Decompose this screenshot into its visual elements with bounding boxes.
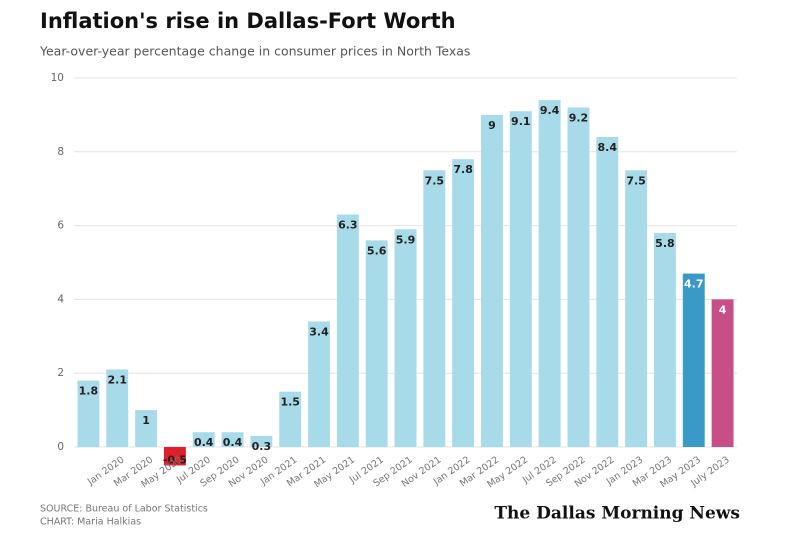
value-label: 5.6 [367, 244, 387, 257]
logo: The Dallas Morning News [494, 504, 740, 524]
source: SOURCE: Bureau of Labor Statistics [40, 504, 208, 515]
value-label: 9.2 [569, 112, 589, 125]
value-label: 5.9 [396, 233, 416, 246]
bar [279, 391, 302, 447]
bar [509, 111, 532, 448]
value-label: 7.5 [626, 174, 646, 187]
value-label: 0.4 [194, 436, 214, 449]
value-label: 6.3 [338, 219, 358, 232]
bar [394, 229, 417, 447]
bar [452, 159, 475, 447]
y-tick-label: 10 [51, 72, 64, 84]
bar [106, 369, 129, 447]
bar [423, 170, 446, 447]
value-label: 4.7 [684, 278, 704, 291]
bar [308, 321, 330, 447]
value-label: -0.5 [163, 453, 187, 466]
value-label: 9 [488, 119, 496, 132]
bar [538, 100, 561, 447]
bar [77, 380, 100, 447]
chart-title: Inflation's rise in Dallas-Fort Worth [40, 9, 456, 33]
y-tick-label: 6 [57, 220, 64, 232]
bar [567, 107, 590, 448]
value-label: 7.5 [425, 174, 445, 187]
value-label: 2.1 [107, 374, 127, 387]
value-label: 9.4 [540, 104, 560, 117]
bar [481, 114, 503, 448]
value-label: 0.3 [252, 440, 272, 453]
bar [192, 432, 215, 447]
bar [682, 273, 705, 447]
bar [336, 214, 359, 447]
y-tick-label: 0 [57, 441, 64, 453]
bar [221, 432, 244, 447]
bar [711, 299, 734, 447]
bar [596, 137, 619, 448]
bar [625, 170, 648, 447]
y-tick-label: 2 [57, 367, 64, 379]
value-label: 0.4 [223, 436, 243, 449]
y-tick-label: 8 [57, 146, 64, 158]
value-label: 7.8 [453, 163, 473, 176]
value-label: 9.1 [511, 115, 531, 128]
value-label: 8.4 [598, 141, 618, 154]
value-label: 5.8 [655, 237, 675, 250]
value-label: 1.8 [79, 385, 99, 398]
bar [365, 240, 388, 447]
value-label: 1.5 [280, 396, 300, 409]
value-label: 1 [142, 414, 150, 427]
value-label: 3.4 [309, 326, 329, 339]
credit: CHART: Maria Halkias [40, 517, 141, 528]
y-tick-label: 4 [57, 293, 64, 305]
bar [653, 232, 676, 447]
chart-subtitle: Year-over-year percentage change in cons… [39, 44, 470, 59]
value-label: 4 [719, 303, 727, 316]
bar [135, 410, 158, 447]
bar [250, 435, 273, 447]
bar [163, 447, 186, 466]
